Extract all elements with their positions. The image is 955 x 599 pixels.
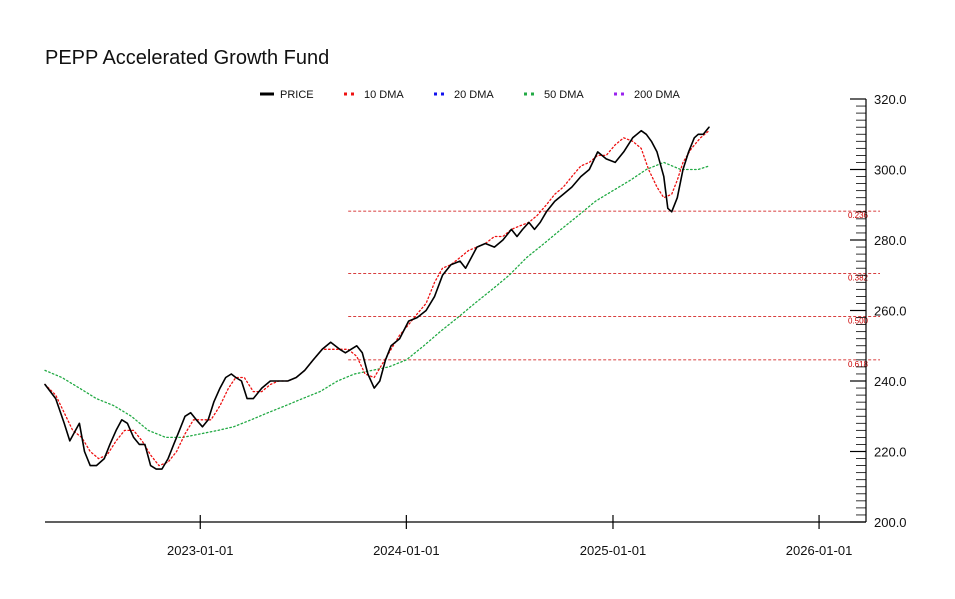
legend-label-20-dma: 20 DMA xyxy=(454,89,494,101)
series-line-price xyxy=(44,126,710,470)
x-tick-label: 2024-01-01 xyxy=(373,543,440,558)
legend: PRICE 10 DMA 20 DMA 50 DMA 200 DMA xyxy=(260,89,681,101)
series-line-50-dma xyxy=(44,161,710,439)
series-line-10-dma xyxy=(44,130,710,467)
chart-title: PEPP Accelerated Growth Fund xyxy=(45,47,329,69)
fib-label-1: 0.382 xyxy=(848,273,869,282)
legend-label-price: PRICE xyxy=(280,89,314,101)
y-tick-label: 320.0 xyxy=(874,92,907,107)
legend-label-50-dma: 50 DMA xyxy=(544,89,584,101)
fib-label-2: 0.500 xyxy=(848,316,869,325)
fib-label-3: 0.618 xyxy=(848,360,869,369)
legend-label-200-dma: 200 DMA xyxy=(634,89,681,101)
legend-label-10-dma: 10 DMA xyxy=(364,89,404,101)
y-tick-label: 240.0 xyxy=(874,374,907,389)
y-tick-label: 200.0 xyxy=(874,515,907,530)
x-tick-label: 2026-01-01 xyxy=(786,543,853,558)
y-tick-label: 220.0 xyxy=(874,445,907,460)
fib-label-0: 0.236 xyxy=(848,211,869,220)
x-tick-label: 2023-01-01 xyxy=(167,543,234,558)
series-lines xyxy=(44,126,710,470)
fibonacci-levels: 0.236 0.382 0.500 0.618 xyxy=(348,210,880,369)
y-tick-label: 260.0 xyxy=(874,304,907,319)
axes: 320.0 300.0 280.0 260.0 240.0 220.0 200.0 2023-… xyxy=(45,92,907,558)
x-tick-label: 2025-01-01 xyxy=(580,543,647,558)
y-tick-label: 300.0 xyxy=(874,163,907,178)
y-tick-label: 280.0 xyxy=(874,233,907,248)
